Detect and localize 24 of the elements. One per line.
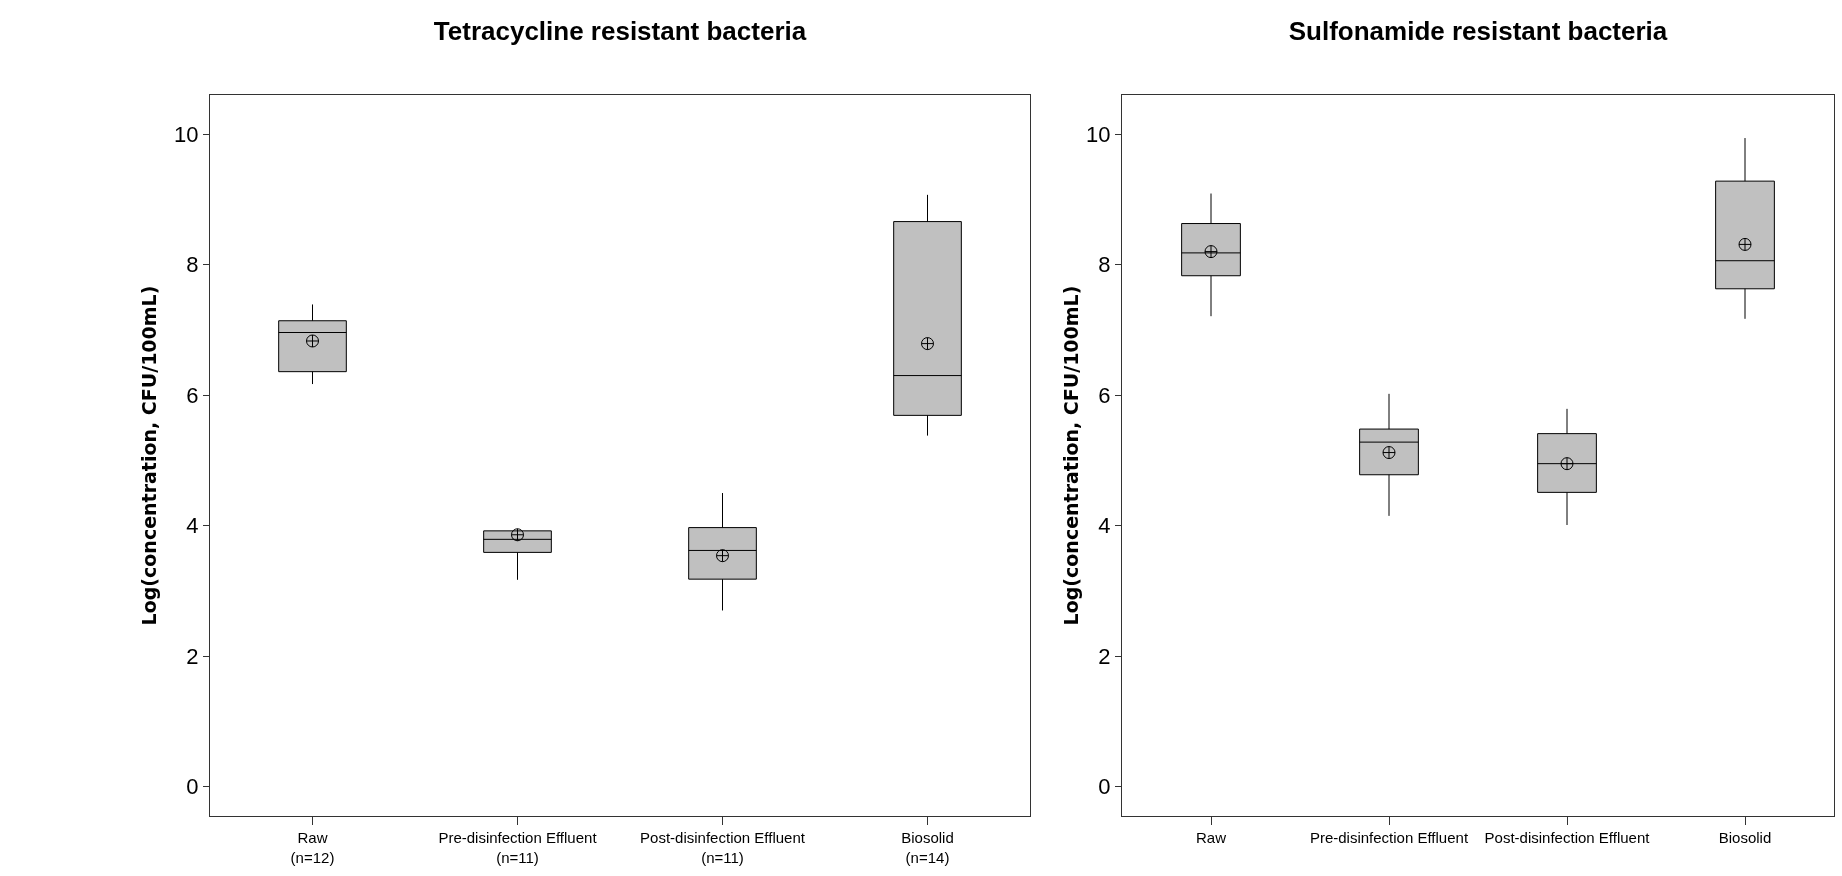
y-tick-label: 10 — [1086, 121, 1111, 147]
y-tick-label: 0 — [1098, 774, 1111, 800]
y-tick-label: 4 — [1098, 513, 1111, 539]
y-tick-label: 8 — [1098, 252, 1111, 278]
y-tick-label: 6 — [186, 382, 199, 408]
y-tick-label: 6 — [1098, 382, 1111, 408]
x-tick-label: Biosolid — [1718, 829, 1772, 846]
x-tick-label: Biosolid (n=14) — [901, 829, 954, 866]
y-tick-label: 10 — [174, 121, 199, 147]
y-axis-title: Log(concentration, CFU/100mL) — [137, 285, 160, 626]
x-tick-label: Post-disinfection Effluent (n=11) — [640, 829, 806, 866]
x-tick-label: Raw (n=12) — [290, 829, 335, 866]
x-tick-label: Pre-disinfection Effluent (n=11) — [438, 829, 598, 866]
chart-title: Tetracycline resistant bacteria — [433, 16, 807, 47]
y-tick-label: 2 — [1098, 643, 1111, 669]
chart-title: Sulfonamide resistant bacteria — [1288, 16, 1668, 47]
x-tick-label: Pre-disinfection Effluent — [1309, 829, 1469, 846]
y-tick-label: 4 — [186, 513, 199, 539]
y-tick-label: 2 — [186, 643, 199, 669]
y-tick-label: 8 — [186, 252, 199, 278]
x-tick-label: Raw — [1195, 829, 1227, 846]
x-tick-label: Post-disinfection Effluent — [1484, 829, 1651, 846]
y-axis-title: Log(concentration, CFU/100mL) — [1060, 285, 1082, 626]
y-tick-label: 0 — [186, 774, 199, 800]
